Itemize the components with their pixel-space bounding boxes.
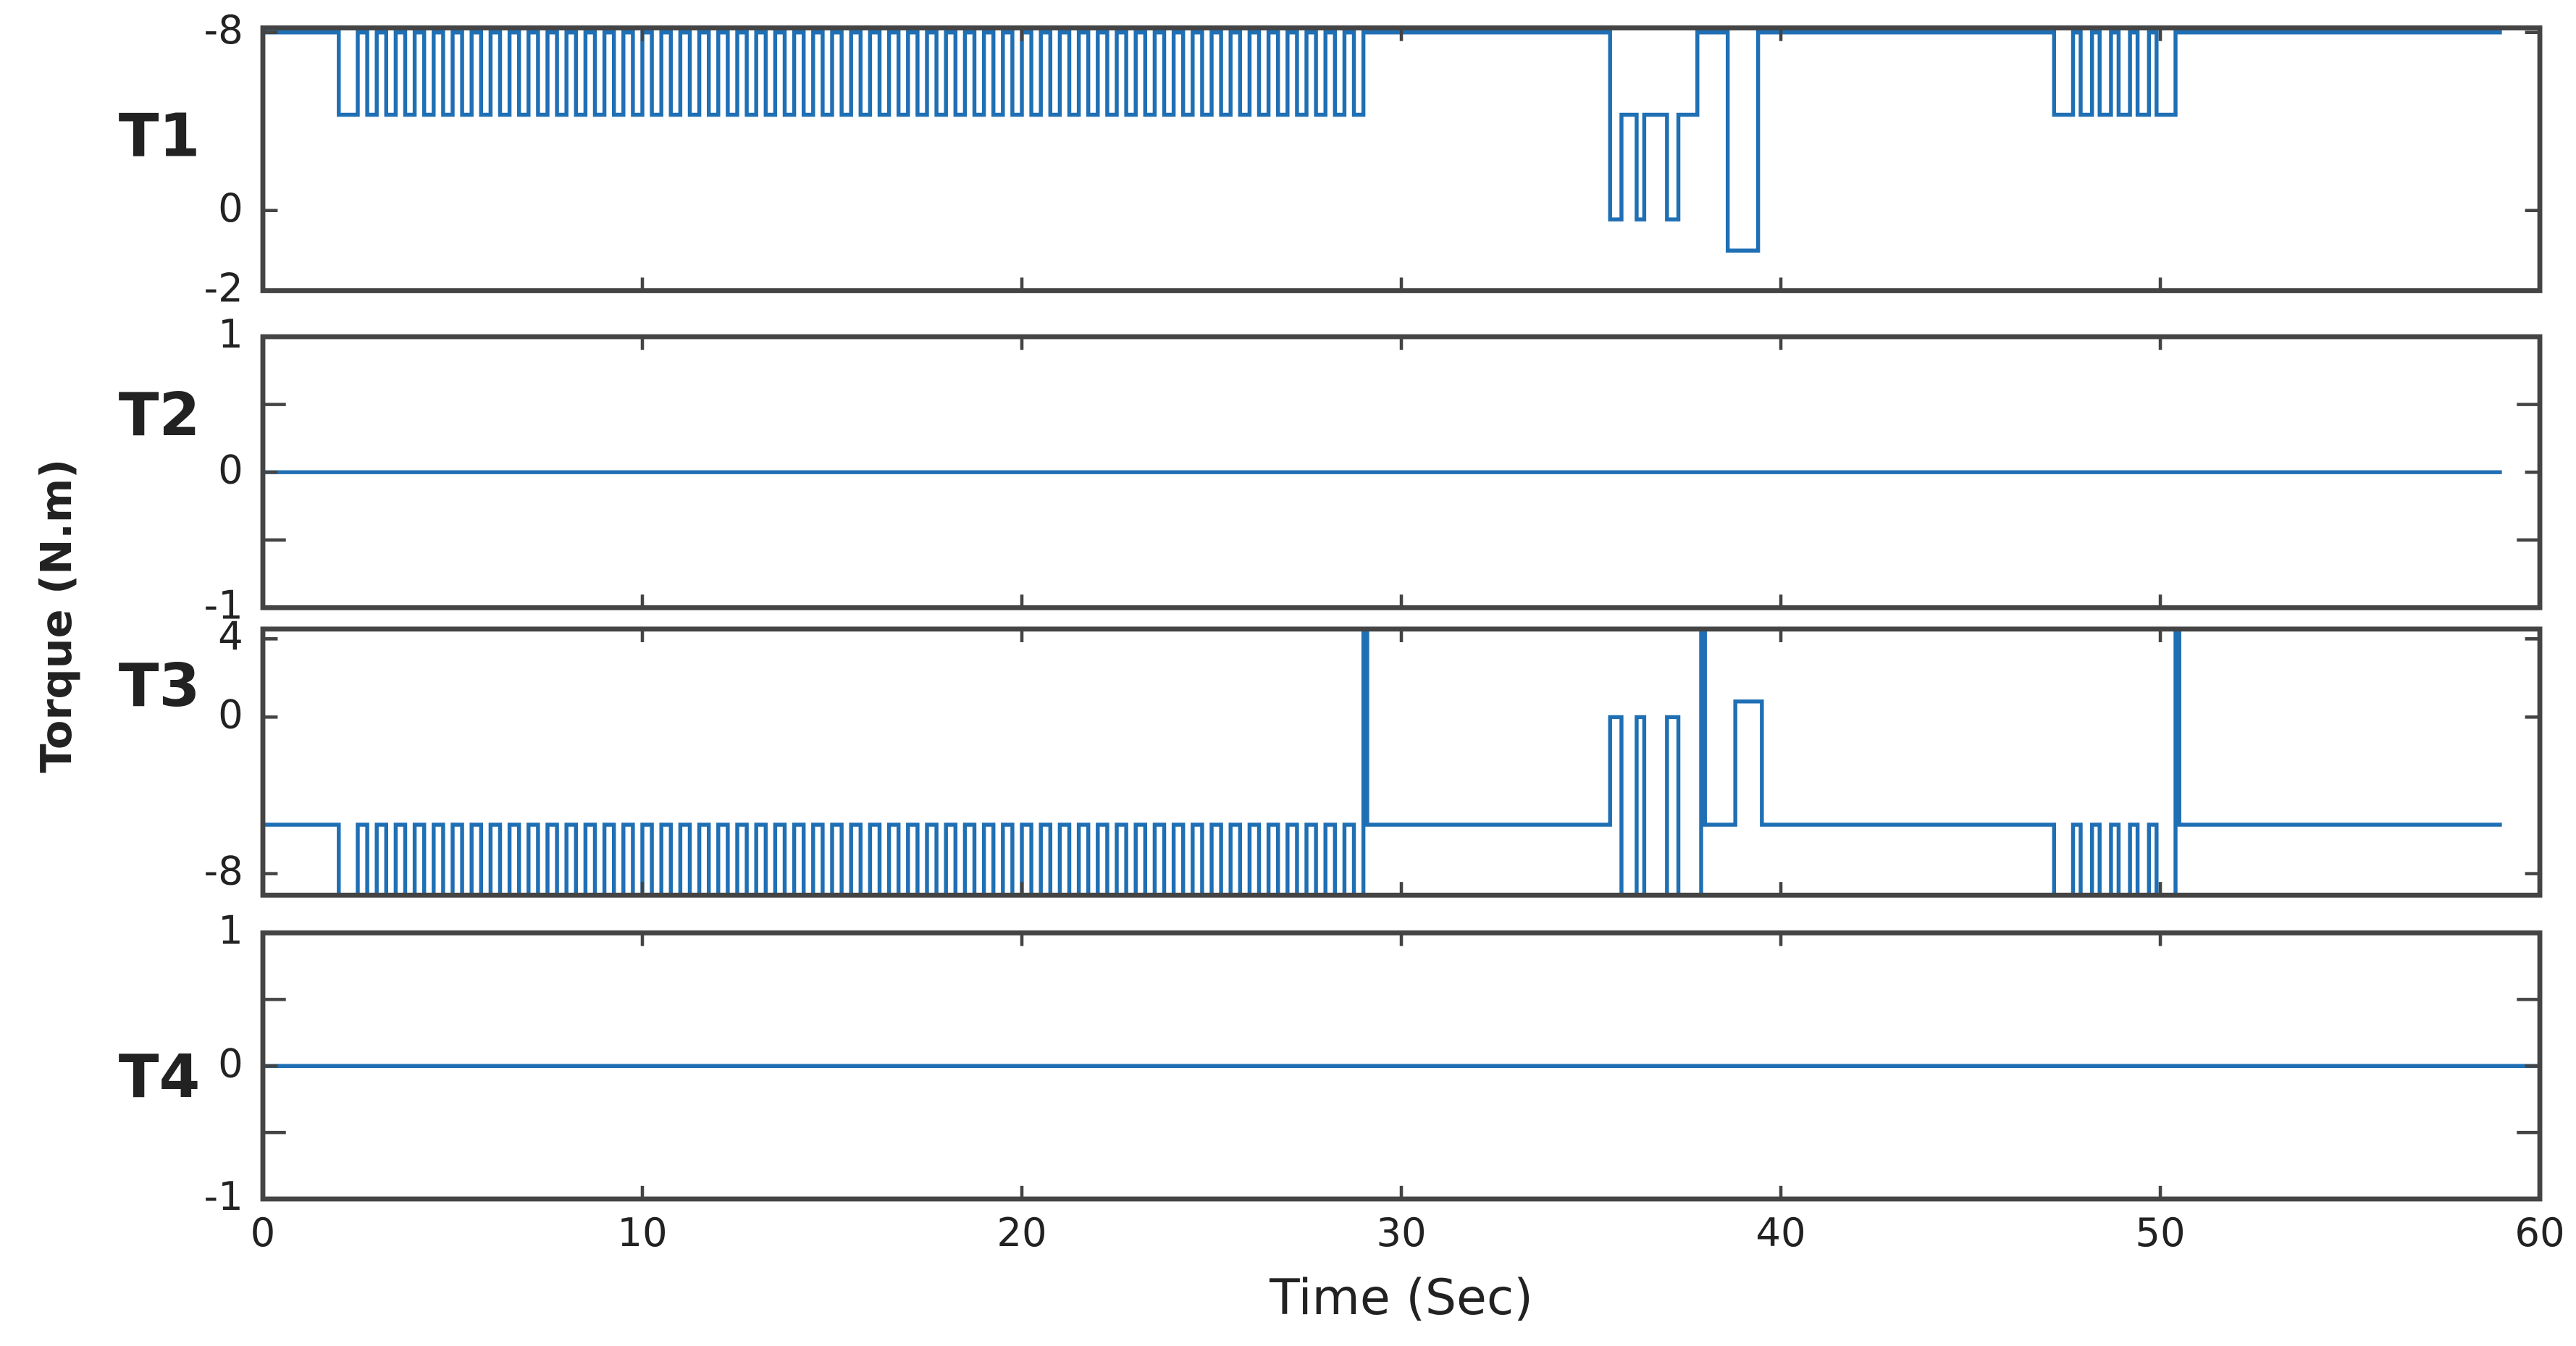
data-line [262, 627, 2502, 898]
x-tick-label: 60 [2514, 1209, 2564, 1255]
x-tick-label: 0 [251, 1209, 276, 1255]
x-tick-label: 30 [1376, 1209, 1426, 1255]
y-tick-label: 0 [218, 1040, 243, 1086]
axes-frame [260, 25, 2543, 293]
y-tick-label: 1 [218, 907, 243, 954]
y-tick-label: 0 [218, 446, 243, 492]
axes-frame [260, 930, 2543, 1202]
y-tick-label: -1 [204, 581, 243, 628]
panel-label: T1 [119, 101, 201, 170]
y-tick-label: -2 [204, 265, 243, 311]
y-tick-label: 4 [218, 613, 243, 659]
x-axis-label: Time (Sec) [1269, 1269, 1533, 1326]
axes-frame [260, 334, 2543, 610]
panel-label: T4 [119, 1043, 201, 1111]
y-tick-label: 0 [218, 691, 243, 738]
x-tick-label: 10 [617, 1209, 667, 1255]
panel-label: T3 [119, 652, 201, 720]
y-tick-label: -8 [204, 848, 243, 894]
axes-frame [260, 626, 2543, 898]
x-tick-label: 50 [2135, 1209, 2185, 1255]
data-line [262, 30, 2502, 253]
y-tick-label: 1 [218, 311, 243, 357]
x-tick-label: 20 [997, 1209, 1046, 1255]
y-tick-label: 0 [218, 185, 243, 231]
panel-label: T2 [119, 381, 201, 450]
x-tick-label: 40 [1755, 1209, 1805, 1255]
y-axis-label: Torque (N.m) [31, 459, 81, 773]
y-tick-label: -1 [204, 1173, 243, 1219]
y-tick-label: -8 [204, 7, 243, 53]
